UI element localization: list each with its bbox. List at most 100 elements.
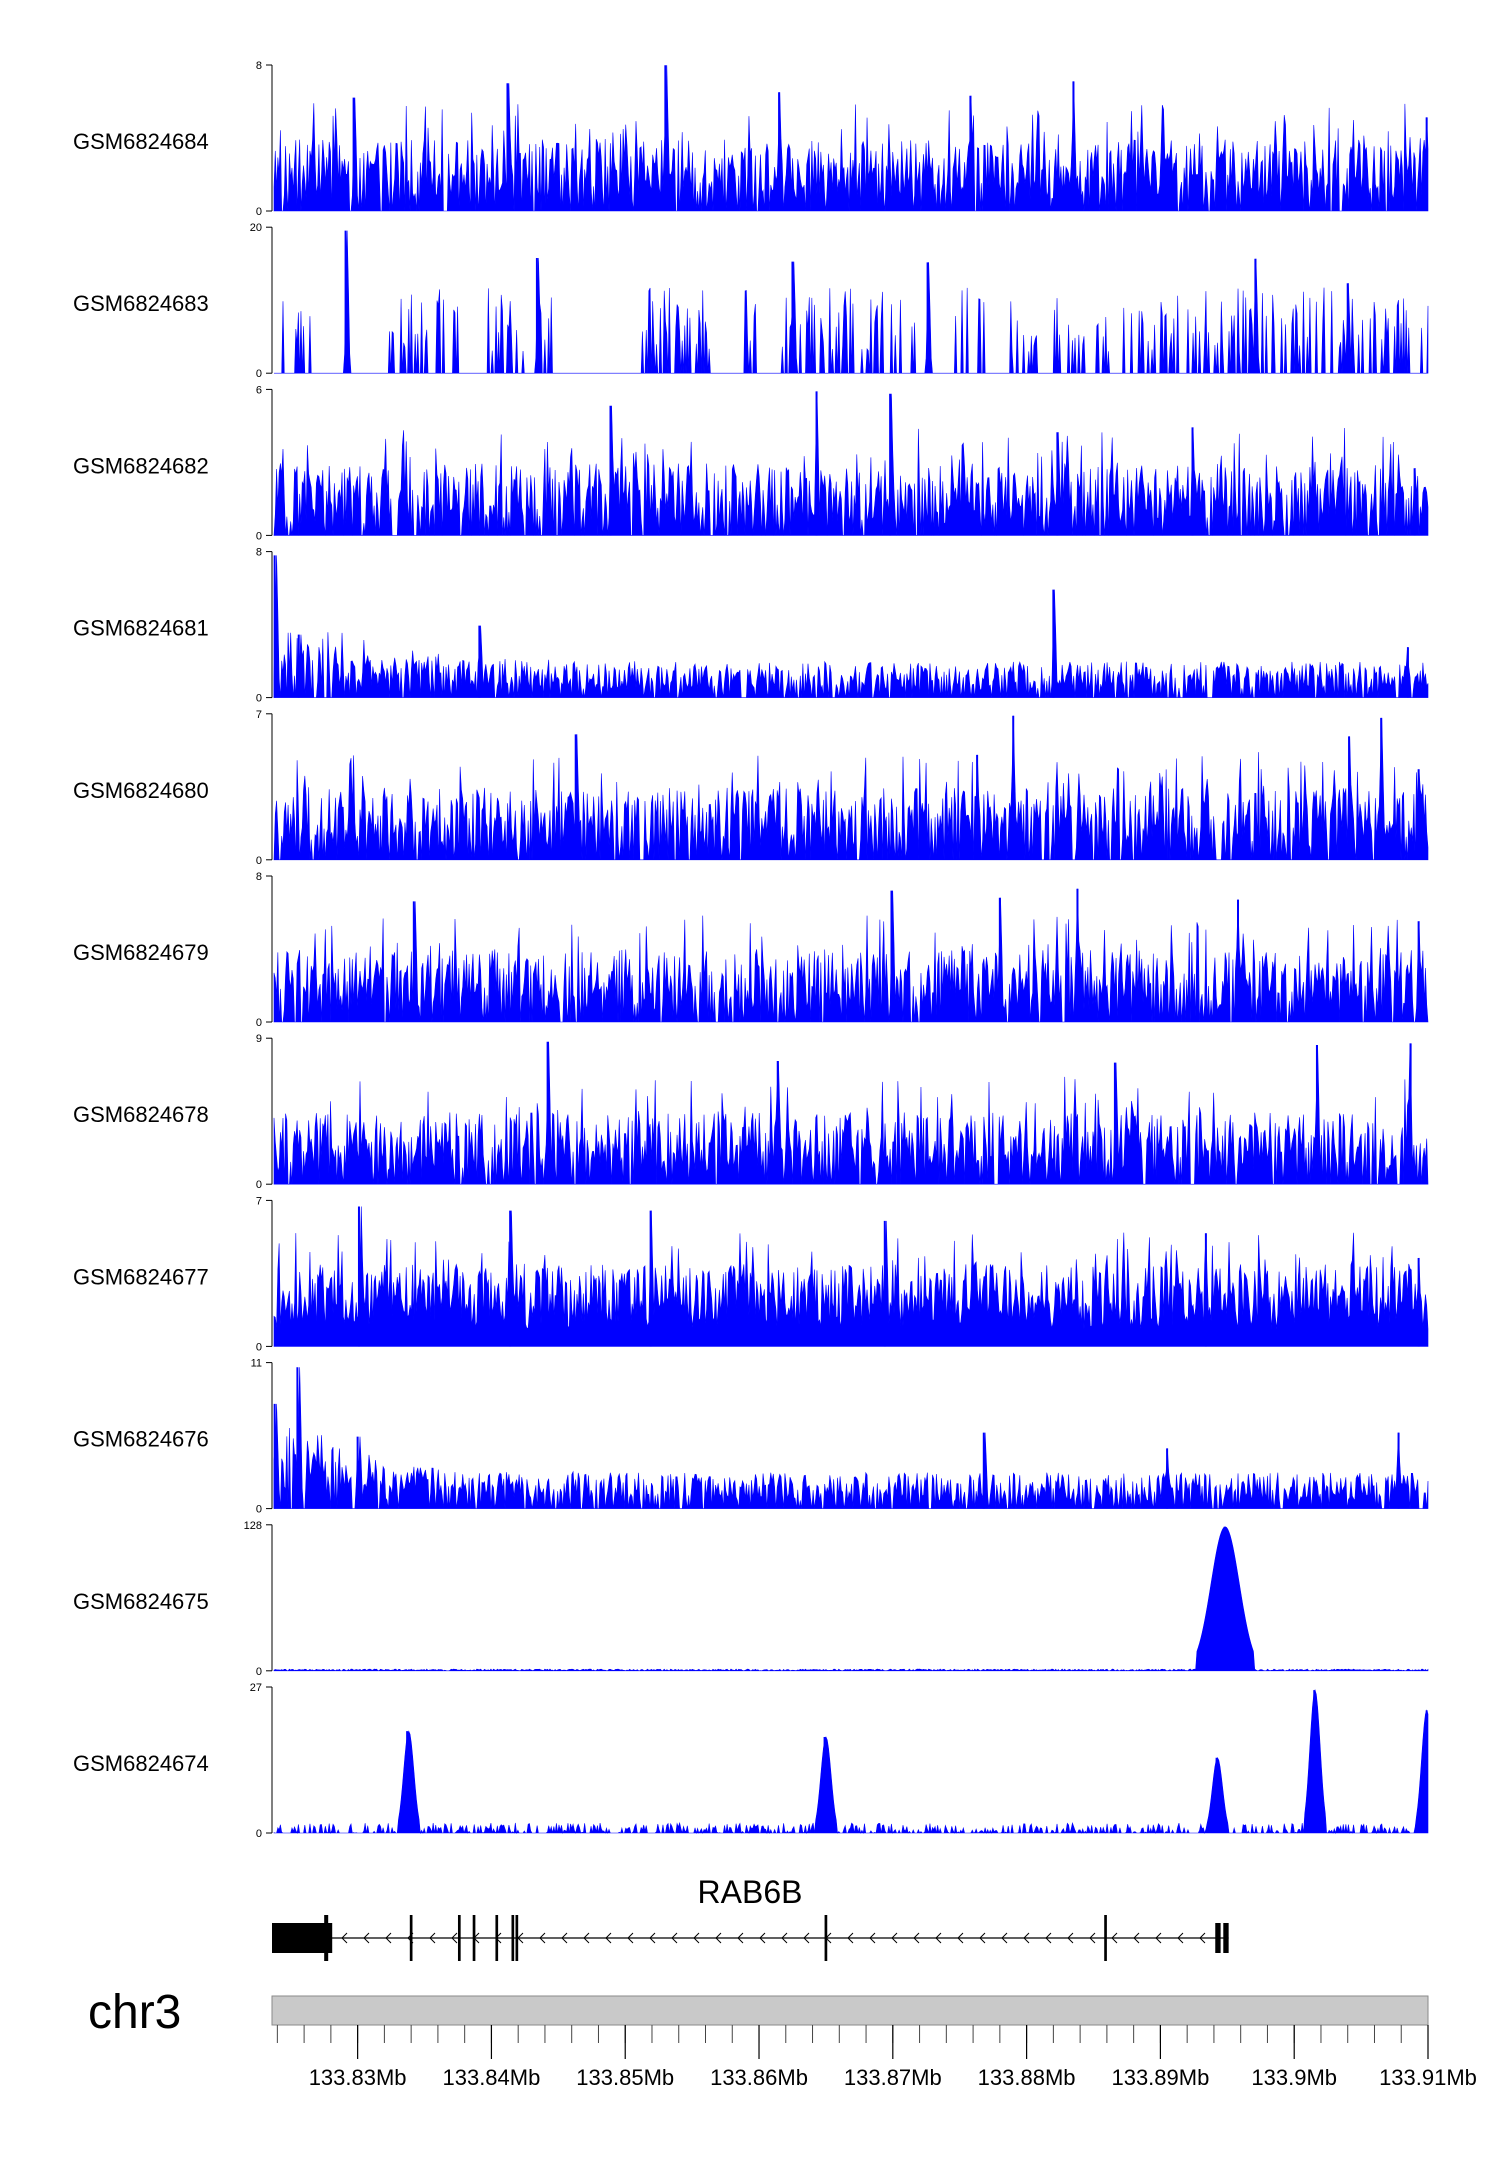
axis-tick-label: 133.88Mb (978, 2065, 1076, 2090)
strand-arrow (583, 1932, 590, 1944)
strand-arrow (1067, 1932, 1074, 1944)
track-label: GSM6824674 (73, 1751, 209, 1776)
axis-tick-label: 133.91Mb (1379, 2065, 1477, 2090)
y-axis-min-label: 0 (256, 1179, 262, 1191)
axis-tick-label: 133.9Mb (1251, 2065, 1337, 2090)
strand-arrow (363, 1932, 370, 1944)
track-label: GSM6824682 (73, 453, 209, 478)
strand-arrow (715, 1932, 722, 1944)
strand-arrow (1177, 1932, 1184, 1944)
chromosome-bar (271, 1995, 1429, 2026)
strand-arrow (957, 1932, 964, 1944)
gene-exon (324, 1915, 329, 1961)
gene-exon (1215, 1923, 1221, 1953)
chromosome-ideogram-track: chr3 (88, 1986, 1429, 2039)
gene-exon (409, 1915, 413, 1961)
coverage-track: GSM6824679 8 0 (73, 871, 1429, 1029)
strand-arrow (627, 1932, 634, 1944)
strand-arrow (891, 1932, 898, 1944)
strand-arrow (1199, 1932, 1206, 1944)
coverage-track: GSM6824680 7 0 (73, 709, 1429, 867)
strand-arrow (1133, 1932, 1140, 1944)
gene-name-label: RAB6B (698, 1874, 803, 1910)
gene-exon (515, 1915, 519, 1961)
strand-arrow (1045, 1932, 1052, 1944)
coverage-track: GSM6824684 8 0 (73, 60, 1429, 218)
track-label: GSM6824678 (73, 1102, 209, 1127)
coverage-track: GSM6824682 6 0 (73, 384, 1429, 542)
coverage-area (273, 391, 1429, 536)
strand-arrow (671, 1932, 678, 1944)
strand-arrow (693, 1932, 700, 1944)
coverage-area (273, 1526, 1429, 1672)
coverage-area (273, 555, 1429, 698)
strand-arrow (1155, 1932, 1162, 1944)
gene-exon (472, 1915, 476, 1961)
y-axis-max-label: 128 (244, 1520, 262, 1532)
y-axis-max-label: 9 (256, 1033, 262, 1045)
gene-exon (495, 1915, 499, 1961)
coverage-area (274, 230, 1429, 374)
y-axis-min-label: 0 (256, 855, 262, 867)
gene-exon (457, 1915, 461, 1961)
coverage-area (273, 1206, 1429, 1347)
coverage-area (273, 65, 1429, 212)
y-axis-max-label: 6 (256, 384, 262, 396)
strand-arrow (385, 1932, 392, 1944)
coverage-area (273, 888, 1429, 1023)
strand-arrow (451, 1932, 458, 1944)
y-axis-max-label: 11 (251, 1358, 262, 1370)
y-axis-min-label: 0 (256, 1017, 262, 1029)
track-label: GSM6824675 (73, 1589, 209, 1614)
track-label: GSM6824684 (73, 129, 209, 154)
strand-arrow (737, 1932, 744, 1944)
coverage-tracks: GSM682468480GSM6824683200GSM682468260GSM… (73, 60, 1429, 1840)
strand-arrow (935, 1932, 942, 1944)
strand-arrow (1023, 1932, 1030, 1944)
strand-arrow (869, 1932, 876, 1944)
strand-arrow (847, 1932, 854, 1944)
coverage-track: GSM6824674 27 0 (73, 1682, 1429, 1840)
gene-exon (272, 1923, 333, 1953)
y-axis-min-label: 0 (256, 530, 262, 542)
y-axis-min-label: 0 (256, 1341, 262, 1353)
coverage-track: GSM6824681 8 0 (73, 547, 1429, 705)
track-label: GSM6824681 (73, 616, 209, 641)
track-label: GSM6824676 (73, 1427, 209, 1452)
strand-arrow (1089, 1932, 1096, 1944)
gene-exon (1104, 1915, 1107, 1961)
y-axis-min-label: 0 (256, 206, 262, 218)
coverage-track: GSM6824675 128 0 (73, 1520, 1429, 1678)
track-label: GSM6824683 (73, 291, 209, 316)
strand-arrow (1001, 1932, 1008, 1944)
y-axis-min-label: 0 (256, 368, 262, 380)
strand-arrow (341, 1932, 348, 1944)
y-axis-max-label: 8 (256, 871, 262, 883)
gene-exon (511, 1915, 515, 1961)
coverage-area (273, 1688, 1429, 1835)
coverage-area (273, 1367, 1429, 1509)
y-axis-max-label: 7 (256, 709, 262, 721)
y-axis-max-label: 8 (256, 547, 262, 559)
axis-tick-label: 133.83Mb (309, 2065, 407, 2090)
strand-arrow (979, 1932, 986, 1944)
strand-arrow (561, 1932, 568, 1944)
track-label: GSM6824677 (73, 1264, 209, 1289)
axis-tick-label: 133.85Mb (576, 2065, 674, 2090)
y-axis-min-label: 0 (256, 1666, 262, 1678)
chromosome-label: chr3 (88, 1986, 181, 2039)
coverage-track: GSM6824683 20 0 (73, 222, 1429, 380)
y-axis-min-label: 0 (256, 1828, 262, 1840)
gene-exon (1223, 1923, 1229, 1953)
strand-arrow (649, 1932, 656, 1944)
track-label: GSM6824679 (73, 940, 209, 965)
gene-annotation-track: RAB6B (272, 1874, 1229, 1961)
axis-tick-label: 133.89Mb (1111, 2065, 1209, 2090)
strand-arrow (913, 1932, 920, 1944)
strand-arrow (781, 1932, 788, 1944)
strand-arrow (803, 1932, 810, 1944)
genomic-axis: 133.83Mb 133.84Mb 133.85Mb 133.86Mb 133.87Mb… (276, 2025, 1477, 2090)
coverage-track: GSM6824678 9 0 (73, 1033, 1429, 1191)
y-axis-max-label: 27 (250, 1682, 262, 1694)
